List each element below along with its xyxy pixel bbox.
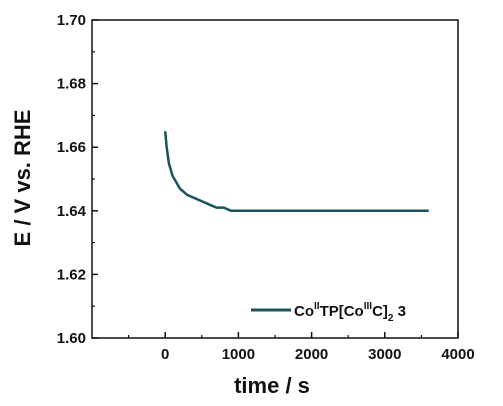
axis-ticks: 0 1000 2000 3000 4000 1.60 1.62 1.64 1.66 1.68 1.7…	[57, 12, 475, 363]
x-tick-label: 3000	[368, 346, 401, 363]
y-tick-label: 1.62	[57, 266, 86, 283]
x-tick-label: 1000	[222, 346, 255, 363]
x-axis-title: time / s	[234, 373, 310, 398]
plot-frame	[91, 19, 459, 339]
x-tick-label: 2000	[295, 346, 328, 363]
x-tick-label: 4000	[441, 346, 474, 363]
y-tick-label: 1.64	[57, 203, 87, 220]
legend: CoIITP[CoIIIC]2 3	[251, 301, 406, 324]
y-tick-label: 1.70	[57, 12, 86, 29]
y-axis-title: E / V vs. RHE	[10, 110, 35, 247]
series-line	[163, 131, 429, 213]
x-tick-label: 0	[161, 346, 169, 363]
legend-label: CoIITP[CoIIIC]2 3	[294, 301, 406, 324]
series-group	[163, 131, 429, 213]
y-tick-label: 1.60	[57, 330, 86, 347]
y-tick-label: 1.66	[57, 139, 86, 156]
y-tick-label: 1.68	[57, 76, 86, 93]
